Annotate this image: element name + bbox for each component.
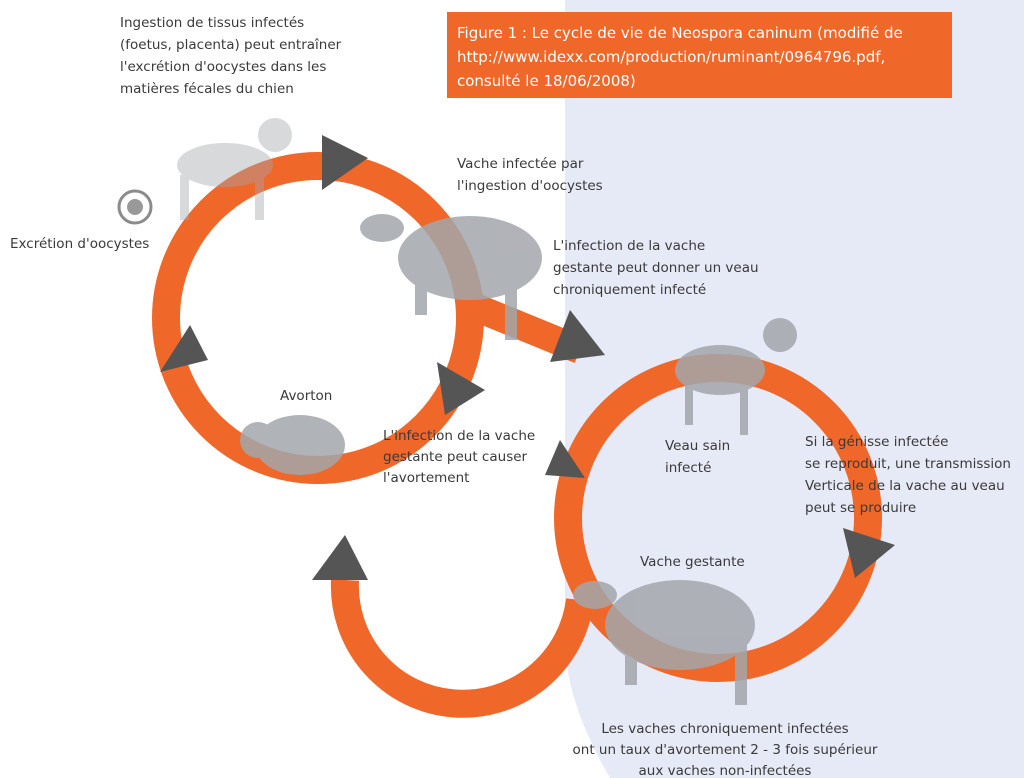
label: Ingestion de tissus infectés (120, 15, 304, 31)
label: l'ingestion d'oocystes (457, 178, 603, 194)
label: matières fécales du chien (120, 81, 294, 97)
label: gestante peut donner un veau (553, 260, 759, 276)
label: infecté (665, 460, 711, 476)
caption-line: Figure 1 : Le cycle de vie de Neospora c… (457, 24, 903, 42)
label: Veau sain (665, 438, 730, 454)
label: Excrétion d'oocystes (10, 236, 149, 252)
cycle-arc (345, 580, 580, 704)
label: L'infection de la vache (383, 428, 535, 444)
label: Avorton (280, 388, 332, 404)
label: Si la génisse infectée (805, 434, 948, 450)
label: L'infection de la vache (553, 238, 705, 254)
label: aux vaches non-infectées (639, 763, 812, 778)
label: Vache gestante (640, 554, 745, 570)
caption-line: http://www.idexx.com/production/ruminant… (457, 48, 885, 66)
label: l'excrétion d'oocystes dans les (120, 59, 326, 75)
label: se reproduit, une transmission (805, 456, 1011, 472)
label: Les vaches chroniquement infectées (601, 721, 848, 737)
label: ont un taux d'avortement 2 - 3 fois supé… (573, 742, 878, 758)
label: (foetus, placenta) peut entraîner (120, 37, 342, 53)
label: Verticale de la vache au veau (805, 478, 1005, 494)
label: peut se produire (805, 500, 916, 516)
diagram: Figure 1 : Le cycle de vie de Neospora c… (0, 0, 1024, 778)
label: Vache infectée par (457, 156, 584, 172)
label: l'avortement (383, 470, 469, 486)
caption-line: consulté le 18/06/2008) (457, 72, 636, 90)
cow-top (360, 214, 542, 340)
label: gestante peut causer (383, 449, 528, 465)
oocyst-core (127, 199, 143, 215)
label: chroniquement infecté (553, 282, 706, 298)
arrow (312, 535, 368, 580)
